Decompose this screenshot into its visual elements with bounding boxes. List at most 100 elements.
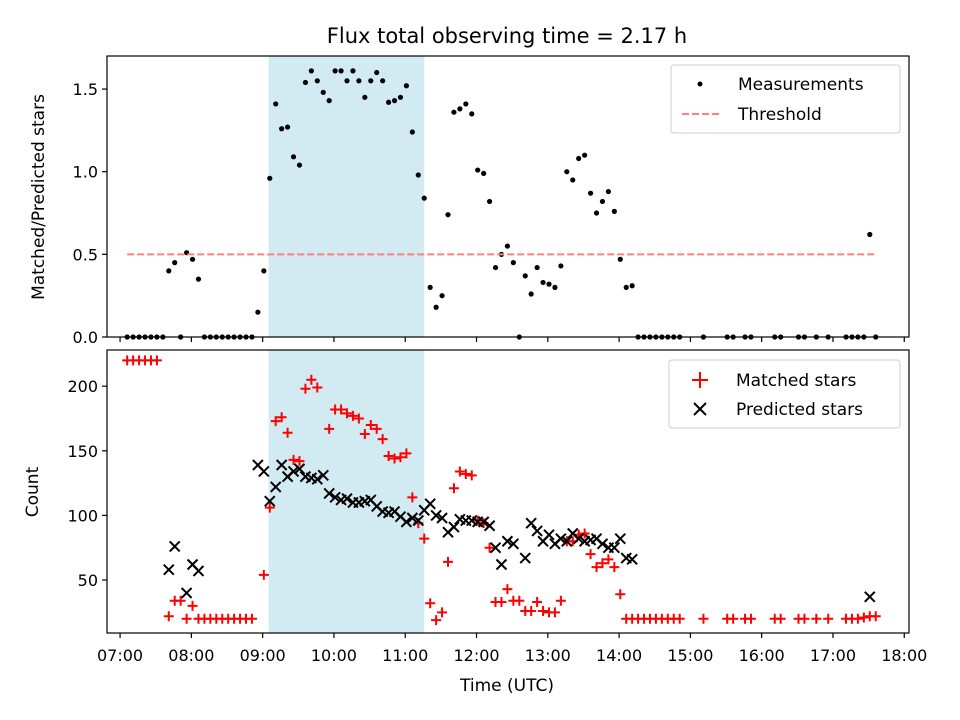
predicted-stars-point — [608, 542, 621, 554]
measurement-point — [481, 170, 487, 176]
matched-stars-point — [264, 502, 275, 513]
matched-stars-point — [389, 453, 400, 464]
y-tick-label: 0.5 — [73, 245, 98, 264]
measurement-point — [534, 264, 540, 271]
x-tick-label: 08:00 — [168, 646, 214, 665]
predicted-stars-point — [287, 465, 300, 478]
y-tick-label: 50 — [78, 571, 98, 590]
predicted-stars-point — [626, 553, 638, 566]
matched-stars-point — [401, 448, 412, 459]
predicted-stars-point — [430, 509, 442, 522]
measurement-point — [302, 79, 309, 86]
measurement-point — [189, 256, 196, 262]
top-y-axis-label: Matched/Predicted stars — [29, 94, 49, 300]
measurement-point — [338, 68, 344, 74]
matched-stars-point — [799, 613, 810, 624]
predicted-stars-point — [412, 514, 425, 527]
matched-stars-point — [437, 607, 448, 618]
x-axis-label: Time (UTC) — [459, 676, 554, 696]
shaded-interval — [268, 56, 425, 337]
measurement-point — [504, 243, 511, 249]
measurement-point — [867, 231, 873, 238]
measurement-point — [427, 284, 433, 291]
measurement-point — [320, 89, 326, 95]
matched-stars-point — [609, 562, 620, 573]
y-tick-label: 1.0 — [73, 163, 98, 182]
matched-stars-point — [300, 383, 311, 394]
matched-stars-point — [163, 611, 174, 622]
matched-stars-point — [383, 450, 394, 461]
y-tick-label: 0.0 — [73, 328, 98, 347]
predicted-stars-point — [275, 459, 288, 471]
matched-stars-point — [514, 595, 525, 606]
measurement-point — [439, 293, 445, 299]
matched-stars-point — [151, 355, 162, 366]
legend-measurements-label: Measurements — [738, 75, 864, 95]
predicted-stars-point — [531, 525, 543, 537]
measurement-point — [522, 273, 528, 279]
bottom-legend-box — [668, 359, 901, 429]
matched-stars-point — [336, 404, 347, 415]
measurement-point — [279, 126, 285, 132]
matched-stars-point — [674, 613, 685, 624]
x-tick-label: 17:00 — [810, 646, 856, 665]
legend-threshold-label: Threshold — [737, 105, 822, 125]
matched-stars-point — [353, 413, 364, 424]
matched-stars-point — [282, 427, 293, 438]
matched-stars-point — [306, 374, 317, 385]
matched-stars-point — [371, 423, 382, 434]
matched-stars-point — [526, 606, 537, 617]
legend-measurements-marker — [697, 81, 703, 87]
predicted-stars-point — [555, 532, 567, 545]
matched-stars-point — [466, 470, 477, 481]
matched-stars-point — [448, 483, 459, 494]
predicted-stars-point — [495, 558, 508, 571]
matched-stars-point — [276, 412, 287, 423]
matched-stars-point — [585, 549, 596, 560]
predicted-stars-point — [448, 521, 460, 533]
bottom-plot-marks — [122, 355, 881, 626]
measurement-point — [397, 94, 404, 100]
matched-stars-point — [603, 554, 614, 565]
observing-interval-shade — [268, 56, 425, 337]
matched-stars-point — [425, 598, 436, 609]
matched-stars-point — [294, 456, 305, 467]
measurement-point — [314, 78, 320, 84]
measurement-point — [593, 210, 600, 216]
x-tick-label: 14:00 — [596, 646, 642, 665]
matched-stars-point — [823, 613, 834, 624]
predicted-stars-point — [192, 565, 205, 577]
matched-stars-point — [270, 416, 281, 427]
predicted-stars-point — [525, 517, 537, 529]
bottom-legend: Matched stars Predicted stars — [668, 359, 901, 429]
predicted-stars-point — [311, 473, 324, 485]
measurement-point — [326, 98, 332, 104]
measurement-point — [540, 279, 546, 286]
predicted-stars-point — [341, 492, 353, 505]
predicted-stars-point — [489, 542, 502, 554]
x-tick-label: 16:00 — [739, 646, 785, 665]
measurement-point — [475, 167, 481, 173]
matched-stars-point — [615, 589, 626, 600]
measurement-point — [433, 304, 439, 310]
measurement-point — [445, 212, 451, 218]
top-legend: Measurements Threshold — [670, 64, 901, 134]
predicted-stars-point — [572, 532, 585, 545]
measurement-point — [172, 260, 178, 266]
measurement-point — [457, 106, 463, 112]
bottom-plot-frame — [106, 349, 910, 634]
matched-stars-point — [484, 542, 495, 553]
matched-stars-point — [342, 408, 353, 419]
matched-stars-point — [395, 452, 406, 463]
predicted-stars-point — [864, 591, 876, 603]
measurement-point — [546, 281, 552, 287]
x-tick-label: 12:00 — [453, 646, 499, 665]
measurement-point — [469, 111, 475, 117]
predicted-stars-point — [264, 495, 276, 507]
matched-stars-point — [538, 606, 549, 617]
matched-stars-point — [419, 533, 430, 544]
predicted-stars-point — [270, 481, 282, 493]
measurement-point — [350, 68, 356, 74]
matched-stars-point — [698, 613, 709, 624]
